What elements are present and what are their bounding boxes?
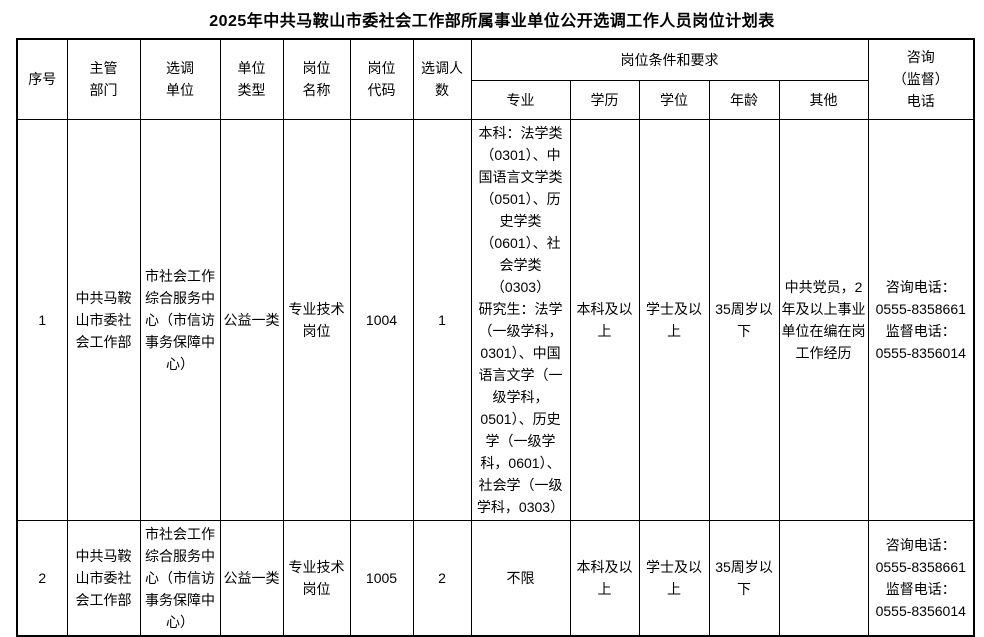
cell-age: 35周岁以下 [708,519,780,636]
cell-unit-type: 公益一类 [219,118,284,521]
job-plan-table: 序号 主管 部门 选调 单位 单位 类型 岗位 名称 岗位 代码 选调人 数 岗… [16,38,975,637]
cell-selecting-unit: 市社会工作综合服务中心（市信访事务保障中心） [139,118,221,521]
header-row-sub: 专业 学历 学位 年龄 其他 [17,79,974,120]
table-row: 1 中共马鞍山市委社会工作部 市社会工作综合服务中心（市信访事务保障中心） 公益… [16,118,975,521]
page-title: 2025年中共马鞍山市委社会工作部所属事业单位公开选调工作人员岗位计划表 [209,13,775,30]
cell-other [778,519,869,636]
cell-education: 本科及以上 [569,118,640,521]
header-other: 其他 [778,79,869,120]
header-position-requirements: 岗位条件和要求 [470,38,869,81]
header-position-name: 岗位 名称 [282,38,351,120]
cell-consultation-phone: 咨询电话： 0555-8358661 监督电话： 0555-8356014 [867,118,975,521]
header-major: 专业 [470,79,571,120]
header-supervising-department: 主管 部门 [66,38,141,120]
cell-major: 不限 [470,519,571,636]
header-serial-number: 序号 [16,38,68,120]
cell-number-of-selectees: 1 [412,118,472,521]
header-degree: 学位 [638,79,710,120]
cell-unit-type: 公益一类 [219,519,284,636]
cell-position-code: 1005 [349,519,414,636]
header-age: 年龄 [708,79,780,120]
header-position-code: 岗位 代码 [349,38,414,120]
cell-degree: 学士及以上 [638,118,710,521]
cell-major: 本科：法学类（0301）、中国语言文学类（0501）、历史学类（0601）、社会… [470,118,571,521]
header-number-of-selectees: 选调人 数 [412,38,472,120]
cell-other: 中共党员，2年及以上事业单位在编在岗工作经历 [778,118,869,521]
header-education: 学历 [569,79,640,120]
cell-education: 本科及以上 [569,519,640,636]
header-selecting-unit: 选调 单位 [139,38,221,120]
cell-serial-number: 2 [16,519,68,636]
cell-degree: 学士及以上 [638,519,710,636]
cell-supervising-department: 中共马鞍山市委社会工作部 [66,519,141,636]
header-consultation-phone: 咨询 （监督） 电话 [867,38,975,120]
cell-position-code: 1004 [349,118,414,521]
header-unit-type: 单位 类型 [219,38,284,120]
cell-number-of-selectees: 2 [412,519,472,636]
cell-position-name: 专业技术岗位 [282,118,351,521]
cell-serial-number: 1 [16,118,68,521]
cell-age: 35周岁以下 [708,118,780,521]
header-row-top: 序号 主管 部门 选调 单位 单位 类型 岗位 名称 岗位 代码 选调人 数 岗… [16,38,975,120]
cell-supervising-department: 中共马鞍山市委社会工作部 [66,118,141,521]
cell-selecting-unit: 市社会工作综合服务中心（市信访事务保障中心） [139,519,221,636]
cell-consultation-phone: 咨询电话： 0555-8358661 监督电话： 0555-8356014 [867,519,975,636]
table-row: 2 中共马鞍山市委社会工作部 市社会工作综合服务中心（市信访事务保障中心） 公益… [16,519,975,636]
cell-position-name: 专业技术岗位 [282,519,351,636]
